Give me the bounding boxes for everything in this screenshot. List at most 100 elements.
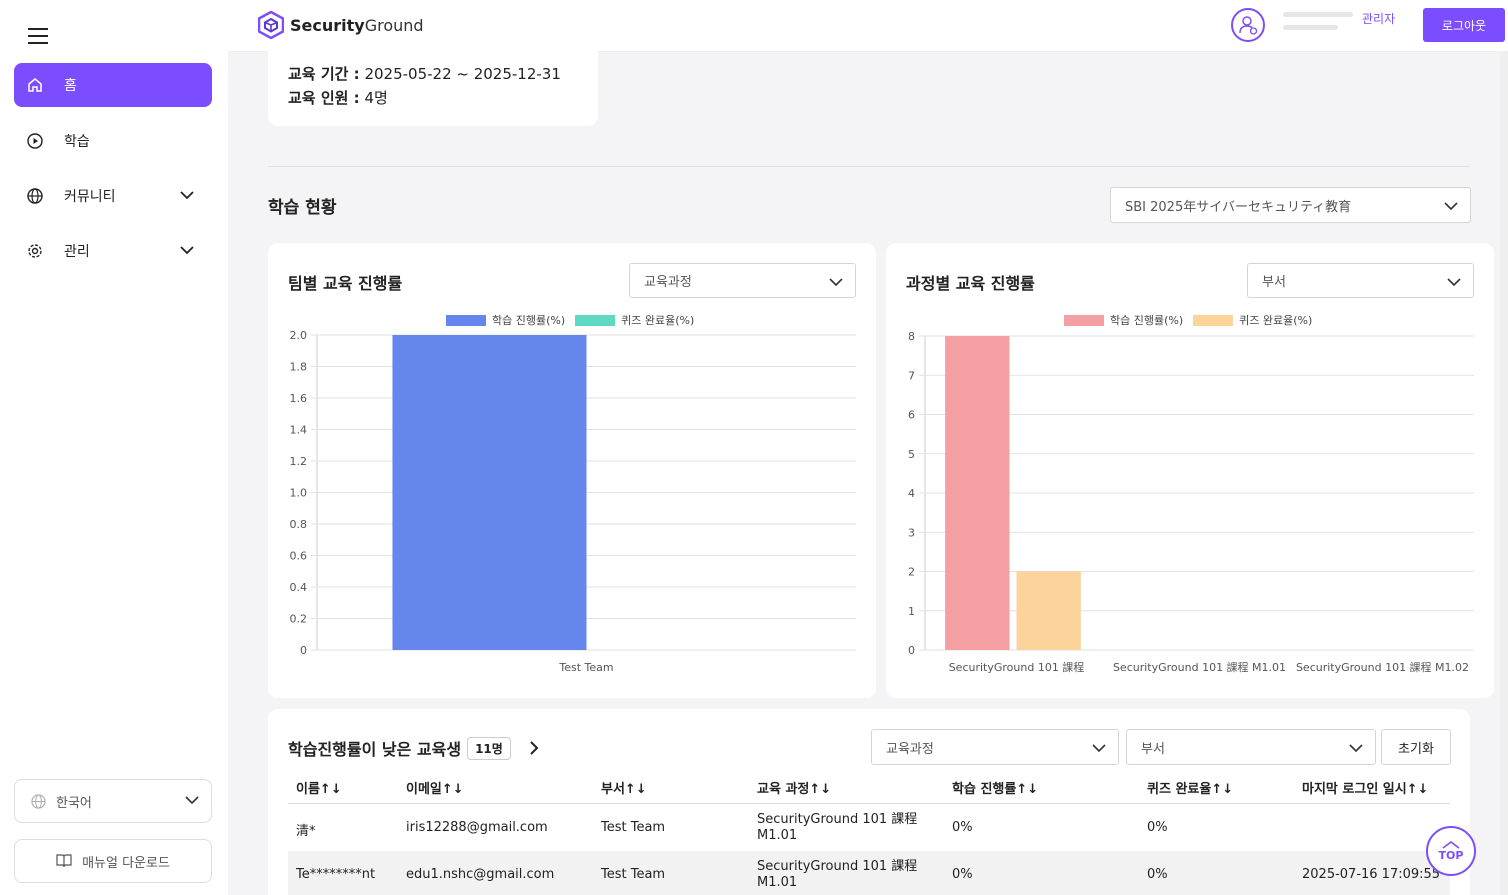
sort-icon: ↑↓ [1211,782,1234,797]
sort-icon: ↑↓ [1406,782,1429,797]
cell-department: Test Team [601,820,666,835]
chevron-down-icon [185,794,199,809]
cell-name: 清* [296,824,316,839]
bar [1016,571,1081,650]
course-progress-chart: 0 1 2 3 4 5 6 7 8 SecurityGround 101 課程 SecurityGr… [908,330,1474,674]
filter-value: 부서 [1262,275,1286,290]
column-header-course[interactable]: 교육 과정↑↓ [757,782,832,797]
user-avatar-icon[interactable] [1231,8,1265,42]
sort-icon: ↑↓ [319,782,342,797]
sort-icon: ↑↓ [1016,782,1039,797]
chevron-down-icon [1092,742,1106,757]
globe-icon [31,793,46,809]
y-tick-label: 0 [300,644,307,657]
column-header-last-login[interactable]: 마지막 로그인 일시↑↓ [1302,782,1429,797]
logout-button[interactable]: 로그아웃 [1423,8,1505,42]
y-tick-label: 0.6 [290,550,308,563]
section-divider [268,166,1470,167]
filter-value: 교육과정 [644,275,692,290]
manual-download-button[interactable]: 매뉴얼 다운로드 [14,839,212,883]
reset-button[interactable]: 초기화 [1381,729,1451,765]
count-badge: 11명 [467,736,511,760]
table-row[interactable]: 清* iris12288@gmail.com Test Team Securit… [288,804,1450,851]
chevron-down-icon [180,243,194,259]
column-header-progress[interactable]: 학습 진행률↑↓ [952,782,1039,797]
team-course-filter[interactable]: 교육과정 [629,263,856,298]
legend-item[interactable]: 퀴즈 완료율(%) [575,312,694,328]
chevron-down-icon [1349,742,1363,757]
y-tick-label: 1.8 [290,361,308,374]
y-tick-label: 2.0 [290,329,308,342]
sidebar-item-learning[interactable]: 학습 [14,119,212,163]
y-tick-label: 1.0 [290,487,308,500]
cell-course: SecurityGround 101 課程 M1.01 [757,812,918,843]
column-header-name[interactable]: 이름↑↓ [296,782,342,797]
y-tick-label: 1 [908,605,915,618]
table-header-divider [288,803,1450,804]
scrollbar[interactable] [1500,52,1508,895]
y-tick-label: 1.2 [290,455,308,468]
chevron-down-icon [829,276,843,291]
y-tick-label: 0.8 [290,518,308,531]
column-header-email[interactable]: 이메일↑↓ [406,782,464,797]
column-header-quiz[interactable]: 퀴즈 완료율↑↓ [1147,782,1234,797]
department-filter[interactable]: 부서 [1247,263,1474,298]
chart-legend: 학습 진행률(%) 퀴즈 완료율(%) [1064,312,1322,328]
filter-value: 부서 [1141,741,1165,757]
legend-item[interactable]: 퀴즈 완료율(%) [1193,312,1312,328]
x-tick-label: Test Team [558,661,613,674]
x-tick-label: SecurityGround 101 課程 [949,660,1085,674]
y-tick-label: 7 [908,369,915,382]
logo-text-light: Ground [364,15,424,35]
y-tick-label: 3 [908,526,915,539]
course-info-card: 교육 기간 : 2025-05-22 ~ 2025-12-31 교육 인원 : … [268,40,598,126]
cell-last-login: 2025-07-16 17:09:55 [1302,867,1441,882]
table-row[interactable]: Te********nt edu1.nshc@gmail.com Test Te… [288,851,1450,895]
sort-icon: ↑↓ [624,782,647,797]
y-tick-label: 0 [908,644,915,657]
sidebar-item-community[interactable]: 커뮤니티 [14,174,212,218]
table-department-filter[interactable]: 부서 [1126,729,1376,765]
sidebar: 홈 학습 커뮤니티 관리 한국어 [0,0,228,895]
chevron-right-icon[interactable] [529,740,539,756]
chevron-down-icon [1444,200,1458,215]
y-tick-label: 8 [908,330,915,343]
cell-progress: 0% [952,867,973,882]
filter-value: 교육과정 [886,741,934,757]
cell-department: Test Team [601,867,666,882]
y-tick-label: 4 [908,487,915,500]
chevron-down-icon [180,188,194,204]
education-members: 교육 인원 : 4명 [288,89,388,107]
scroll-top-button[interactable]: TOP [1426,826,1476,876]
y-tick-label: 6 [908,409,915,422]
menu-icon[interactable] [28,28,48,44]
sidebar-item-admin[interactable]: 관리 [14,229,212,273]
sidebar-item-home[interactable]: 홈 [14,63,212,107]
table-title: 학습진행률이 낮은 교육생 11명 [288,736,539,760]
sidebar-item-label: 커뮤니티 [64,189,116,205]
language-select[interactable]: 한국어 [14,779,212,823]
cell-quiz: 0% [1147,820,1168,835]
course-select[interactable]: SBI 2025年サイバーセキュリティ教育 [1110,187,1471,223]
course-select-value: SBI 2025年サイバーセキュリティ教育 [1125,199,1352,215]
manual-download-label: 매뉴얼 다운로드 [82,855,170,871]
y-tick-label: 0.4 [290,581,308,594]
cell-progress: 0% [952,820,973,835]
table-course-filter[interactable]: 교육과정 [871,729,1119,765]
gear-icon [26,242,44,260]
bar [392,335,587,650]
y-tick-label: 5 [908,448,915,461]
book-icon [56,854,72,868]
logo-text-bold: Security [290,15,365,35]
user-role: 관리자 [1362,12,1396,26]
logo-icon [258,11,284,39]
cell-course: SecurityGround 101 課程 M1.01 [757,859,918,890]
x-tick-label: SecurityGround 101 課程 M1.02 [1296,660,1469,674]
logo[interactable]: Security Ground [258,11,424,39]
cell-email: edu1.nshc@gmail.com [406,867,555,882]
column-header-department[interactable]: 부서↑↓ [601,782,647,797]
legend-item[interactable]: 학습 진행률(%) [1064,312,1183,328]
legend-item[interactable]: 학습 진행률(%) [446,312,565,328]
sidebar-item-label: 관리 [64,244,90,260]
cell-email: iris12288@gmail.com [406,820,548,835]
